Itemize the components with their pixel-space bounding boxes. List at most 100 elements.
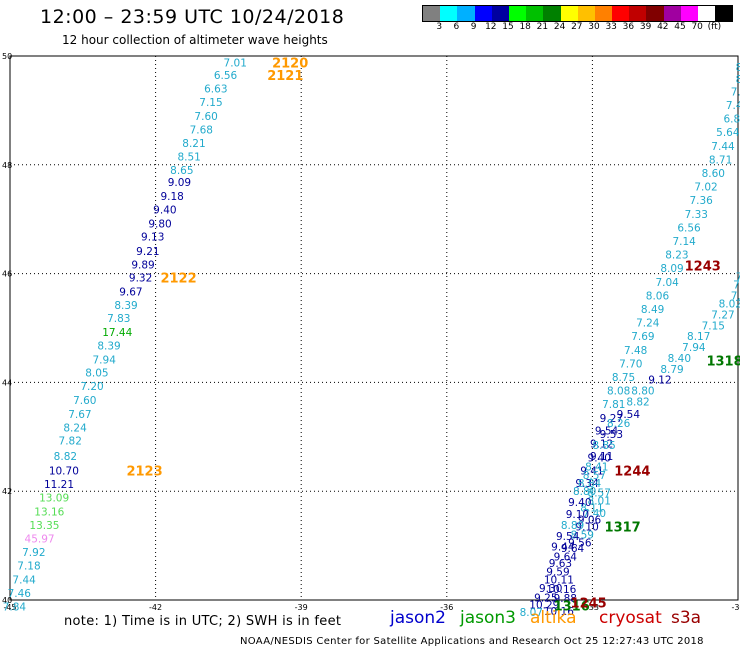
swh-value: 9.18 (160, 191, 183, 203)
swh-value: 7.94 (93, 355, 117, 367)
swh-value: 6.87 (723, 114, 740, 126)
swh-value: 7.46 (726, 100, 740, 112)
swh-value: 10.70 (49, 466, 79, 478)
swh-value: 9.41 (580, 466, 603, 478)
colorbar-swatch (629, 6, 647, 21)
colorbar-swatch (663, 6, 681, 21)
colorbar-swatch (560, 6, 578, 21)
x-tick-label: -39 (295, 603, 308, 612)
legend-s3a: s3a (671, 608, 702, 628)
swh-value: 9.89 (131, 259, 154, 271)
y-tick-label: 40 (2, 596, 12, 605)
swh-value: 9.64 (561, 543, 585, 555)
colorbar-label: 21 (536, 22, 549, 32)
colorbar-swatch (577, 6, 595, 21)
swh-value: 8.49 (641, 304, 664, 316)
swh-value: 8.40 (668, 353, 691, 365)
colorbar-label: 30 (588, 22, 600, 32)
chart-note: note: 1) Time is in UTC; 2) SWH is in fe… (64, 614, 342, 629)
swh-value: 8.60 (702, 168, 725, 180)
swh-value: 8.21 (182, 138, 205, 150)
pass-time-label: 1318 (706, 355, 740, 370)
swh-value: 8.65 (170, 165, 193, 177)
swh-value: 10.16 (544, 606, 574, 618)
swh-value: 9.40 (568, 497, 591, 509)
swh-value: 8.24 (63, 423, 87, 435)
swh-value: 10.16 (546, 584, 576, 596)
swh-value: 9.54 (617, 409, 641, 421)
x-tick-label: -36 (440, 603, 453, 612)
swh-value: 7.33 (685, 209, 708, 221)
page-title: 12:00 – 23:59 UTC 10/24/2018 (40, 6, 345, 28)
footer-credit: NOAA/NESDIS Center for Satellite Applica… (240, 636, 704, 647)
swh-value: 17.44 (102, 327, 132, 339)
swh-value: 7.27 (711, 309, 734, 321)
swh-value: 8.39 (114, 300, 137, 312)
swh-value: 8.75 (612, 372, 635, 384)
colorbar-swatch (474, 6, 492, 21)
swh-value: 9.12 (590, 438, 613, 450)
swh-value: 9.09 (168, 177, 191, 189)
swh-value: 9.56 (568, 537, 592, 549)
swh-value: 9.10 (575, 522, 598, 534)
swh-value: 7.7 (736, 271, 740, 283)
swh-value: 8.85 (592, 440, 615, 452)
swh-value: 8.17 (687, 331, 710, 343)
swh-value: 6.56 (677, 222, 701, 234)
swh-value: 13.09 (39, 493, 69, 505)
swh-value: 7.40 (583, 508, 606, 520)
pass-time-label: 1245 (571, 597, 607, 612)
colorbar (422, 5, 734, 22)
colorbar-swatch (423, 6, 441, 21)
swh-value: 7.44 (711, 141, 735, 153)
swh-value: 7.92 (22, 547, 45, 559)
swh-value: 13.16 (34, 506, 64, 518)
colorbar-label: 6 (453, 22, 460, 32)
pass-time-label: 2120 (272, 57, 308, 72)
colorbar-label: 3 (436, 22, 443, 32)
swh-value: 8.07 (520, 607, 543, 619)
swh-value: 7.84 (3, 602, 27, 614)
swh-value: 9.27 (600, 413, 623, 425)
swh-value: 8.26 (607, 418, 631, 430)
swh-value: 9.54 (556, 531, 580, 543)
swh-value: 8.59 (571, 530, 594, 542)
swh-value: 6.63 (204, 84, 227, 96)
colorbar-label: 12 (485, 22, 497, 32)
swh-value: 8.82 (54, 451, 77, 463)
swh-value: 7.94 (682, 342, 706, 354)
swh-value: 9.64 (554, 551, 578, 563)
colorbar-swatch (715, 6, 733, 21)
swh-value: 9.25 (534, 592, 557, 604)
legend-altika: altika (530, 608, 577, 628)
swh-value: 10.29 (529, 599, 559, 611)
y-tick-label: 48 (2, 161, 12, 170)
colorbar-swatch (698, 6, 716, 21)
swh-value: 9.21 (136, 246, 159, 258)
colorbar-swatch (543, 6, 561, 21)
x-tick-label: -45 (3, 603, 16, 612)
pass-time-label: 2122 (160, 271, 196, 286)
swh-value: 7.14 (672, 236, 696, 248)
swh-value: 9.88 (554, 593, 577, 605)
swh-value: 8.06 (646, 290, 670, 302)
colorbar-label: 24 (553, 22, 566, 32)
colorbar-swatch (440, 6, 458, 21)
swh-value: 9.40 (588, 452, 611, 464)
swh-value: 8.51 (177, 152, 200, 164)
pass-time-label: 2123 (126, 465, 162, 480)
colorbar-swatch (508, 6, 527, 21)
swh-value: 7.20 (80, 381, 103, 393)
swh-value: 9.54 (595, 425, 619, 437)
colorbar-label: 42 (657, 22, 669, 32)
swh-value: 8.11 (580, 503, 603, 515)
pass-time-label: 1317 (605, 521, 641, 536)
swh-value: 7.6 (733, 279, 740, 291)
swh-value: 9.11 (590, 451, 613, 463)
colorbar-label: 33 (605, 22, 617, 32)
y-tick-label: 44 (2, 378, 12, 387)
swh-value: 8.79 (660, 364, 683, 376)
swh-value: 9.40 (153, 204, 176, 216)
swh-value: 7.44 (12, 574, 36, 586)
swh-value: 7.81 (602, 399, 625, 411)
